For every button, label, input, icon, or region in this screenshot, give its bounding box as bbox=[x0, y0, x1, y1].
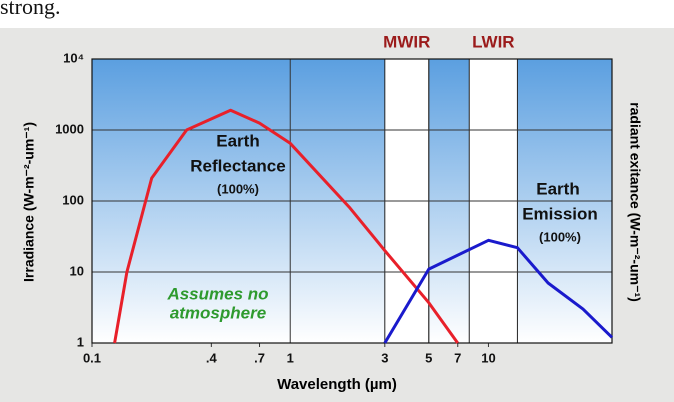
x-tick-label: 7 bbox=[454, 350, 461, 365]
line bbox=[113, 108, 459, 344]
y-tick-label: 100 bbox=[62, 192, 84, 207]
x-tick-label: 10 bbox=[481, 350, 495, 365]
annotation: Earth bbox=[216, 131, 259, 150]
annotation: Reflectance bbox=[190, 156, 285, 175]
plot-border bbox=[91, 58, 613, 344]
y2-axis-label: radiant exitance (W-m⁻²-um⁻¹) bbox=[627, 102, 643, 302]
annotation: Emission bbox=[522, 204, 598, 223]
band-label: LWIR bbox=[472, 32, 515, 51]
annotation: Earth bbox=[536, 179, 579, 198]
band-label: MWIR bbox=[383, 32, 430, 51]
caption: strong. bbox=[0, 0, 61, 19]
x-tick-label: 3 bbox=[381, 350, 388, 365]
x-tick-label: .4 bbox=[206, 350, 218, 365]
y-tick-label: 10 bbox=[70, 263, 84, 278]
y-tick-label: 1000 bbox=[55, 121, 84, 136]
line bbox=[383, 238, 614, 344]
x-tick-label: 5 bbox=[425, 350, 432, 365]
x-tick-label: .7 bbox=[254, 350, 265, 365]
annotation: (100%) bbox=[217, 181, 259, 196]
chart: Wavelength (µm) Irradiance (W-m⁻²-um⁻¹) … bbox=[0, 28, 674, 402]
y-tick-label: 10⁴ bbox=[63, 50, 84, 65]
x-tick-label: 1 bbox=[287, 350, 294, 365]
annotation: atmosphere bbox=[170, 303, 266, 322]
y-axis-label: Irradiance (W-m⁻²-um⁻¹) bbox=[21, 122, 37, 282]
annotation: Assumes no bbox=[166, 284, 268, 303]
x-tick-label: 0.1 bbox=[83, 350, 101, 365]
y-tick-label: 1 bbox=[77, 334, 84, 349]
annotation: (100%) bbox=[539, 229, 581, 244]
x-axis-label: Wavelength (µm) bbox=[277, 376, 397, 393]
